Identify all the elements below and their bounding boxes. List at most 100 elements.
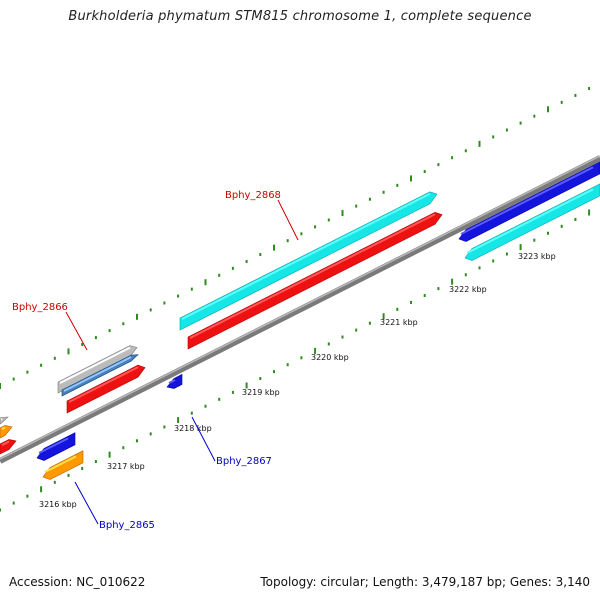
tick-mark: [464, 149, 467, 153]
tick-mark: [410, 175, 412, 182]
tick-mark: [122, 322, 125, 326]
tick-mark: [204, 279, 207, 286]
gene-feature-red-edge-highlight: [1, 440, 10, 446]
gene-feature-cyan[interactable]: [179, 191, 438, 331]
tick-mark: [437, 163, 440, 167]
tick-mark: [574, 217, 577, 221]
tick-mark: [94, 336, 97, 340]
gene-label-leader: [65, 311, 88, 351]
tick-mark: [190, 411, 193, 415]
gene-label-bphy-2867[interactable]: Bphy_2867: [216, 456, 272, 467]
tick-mark: [163, 301, 166, 305]
gene-feature-gray-edge-highlight: [0, 418, 3, 421]
gene-label-leader: [74, 481, 99, 525]
gene-feature-cyan-long-highlight: [466, 188, 594, 254]
tick-mark: [437, 287, 440, 291]
sequence-summary: Topology: circular; Length: 3,479,187 bp…: [260, 575, 590, 589]
tick-mark: [492, 135, 495, 139]
tick-label: 3221 kbp: [380, 318, 418, 327]
tick-mark: [0, 508, 1, 512]
tick-mark: [218, 397, 221, 401]
tick-label: 3223 kbp: [518, 252, 556, 261]
gene-feature-blue-long-highlight: [460, 166, 594, 235]
tick-mark: [519, 121, 522, 125]
gene-feature-red-highlight: [189, 213, 436, 339]
backbone-line: [0, 155, 600, 464]
gene-label-bphy-2865[interactable]: Bphy_2865: [99, 520, 155, 531]
tick-mark: [122, 446, 125, 450]
gene-label-bphy-2868[interactable]: Bphy_2868: [225, 190, 281, 201]
tick-mark: [423, 294, 426, 298]
tick-labels: 3216 kbp 3217 kbp 3218 kbp 3219 kbp 3220…: [39, 252, 556, 509]
tick-mark: [396, 307, 399, 311]
gene-feature-red[interactable]: [187, 211, 443, 350]
tick-mark: [286, 239, 289, 243]
tick-mark: [560, 224, 563, 228]
tick-mark: [533, 238, 536, 242]
gene-feature-gray[interactable]: [57, 345, 138, 394]
tick-mark: [355, 204, 358, 208]
tick-label: 3217 kbp: [107, 462, 145, 471]
tick-mark: [67, 348, 70, 355]
tick-mark: [547, 231, 549, 235]
tick-label: 3216 kbp: [39, 500, 77, 509]
tick-mark: [40, 363, 43, 367]
tick-mark: [505, 252, 508, 256]
tick-mark: [136, 439, 138, 443]
gene-feature-red-small[interactable]: [66, 364, 146, 414]
gene-feature-blue-tiny-highlight: [168, 379, 176, 384]
tick-label: 3219 kbp: [242, 388, 280, 397]
tick-mark: [327, 218, 330, 222]
tick-mark: [94, 460, 97, 464]
tick-mark: [26, 494, 29, 498]
tick-mark: [273, 370, 275, 374]
gene-feature-orange-highlight: [44, 455, 77, 473]
gene-feature-blue-tiny[interactable]: [166, 373, 183, 389]
tick-mark: [149, 432, 152, 436]
gene-label-leader: [191, 416, 216, 462]
gene-labels: Bphy_2868 Bphy_2866 Bphy_2867 Bphy_2865: [12, 190, 299, 531]
tick-mark: [396, 183, 399, 187]
tick-mark: [81, 342, 84, 346]
accession-text: Accession: NC_010622: [9, 575, 146, 589]
tick-mark: [547, 106, 549, 113]
backbone-line-highlight: [0, 155, 600, 460]
tick-mark: [204, 404, 207, 408]
tick-mark: [423, 170, 426, 174]
tick-mark: [327, 342, 330, 346]
tick-mark: [341, 335, 344, 339]
gene-label-leader: [277, 199, 299, 241]
gene-feature-orange-edge-highlight: [1, 426, 6, 430]
gene-feature-gray-edge[interactable]: [0, 416, 9, 425]
tick-mark: [177, 417, 180, 424]
gene-feature-red-small-highlight: [68, 366, 139, 403]
tick-mark: [53, 356, 56, 360]
tick-mark: [355, 328, 358, 332]
tick-mark: [12, 501, 15, 505]
tick-mark: [451, 278, 454, 285]
gene-label-bphy-2866[interactable]: Bphy_2866: [12, 302, 68, 313]
tick-mark: [533, 114, 536, 118]
tick-mark: [300, 356, 303, 360]
tick-mark: [108, 451, 111, 458]
tick-mark: [40, 486, 43, 493]
gene-feature-steelblue[interactable]: [61, 354, 139, 397]
gene-feature-orange-edge[interactable]: [0, 425, 13, 439]
tick-mark: [67, 473, 70, 477]
tick-mark: [492, 259, 495, 263]
tick-mark: [286, 363, 289, 367]
tick-mark: [451, 156, 454, 160]
tick-mark: [314, 347, 317, 354]
gene-feature-cyan-highlight: [181, 192, 431, 320]
tick-mark: [588, 87, 591, 91]
tick-mark: [163, 425, 166, 429]
tick-mark: [314, 225, 317, 229]
tick-mark: [81, 466, 84, 470]
tick-mark: [0, 383, 1, 389]
feature-track: [0, 161, 600, 480]
tick-mark: [341, 210, 344, 217]
tick-mark: [382, 190, 385, 194]
tick-mark: [218, 273, 221, 277]
tick-mark: [478, 140, 481, 147]
